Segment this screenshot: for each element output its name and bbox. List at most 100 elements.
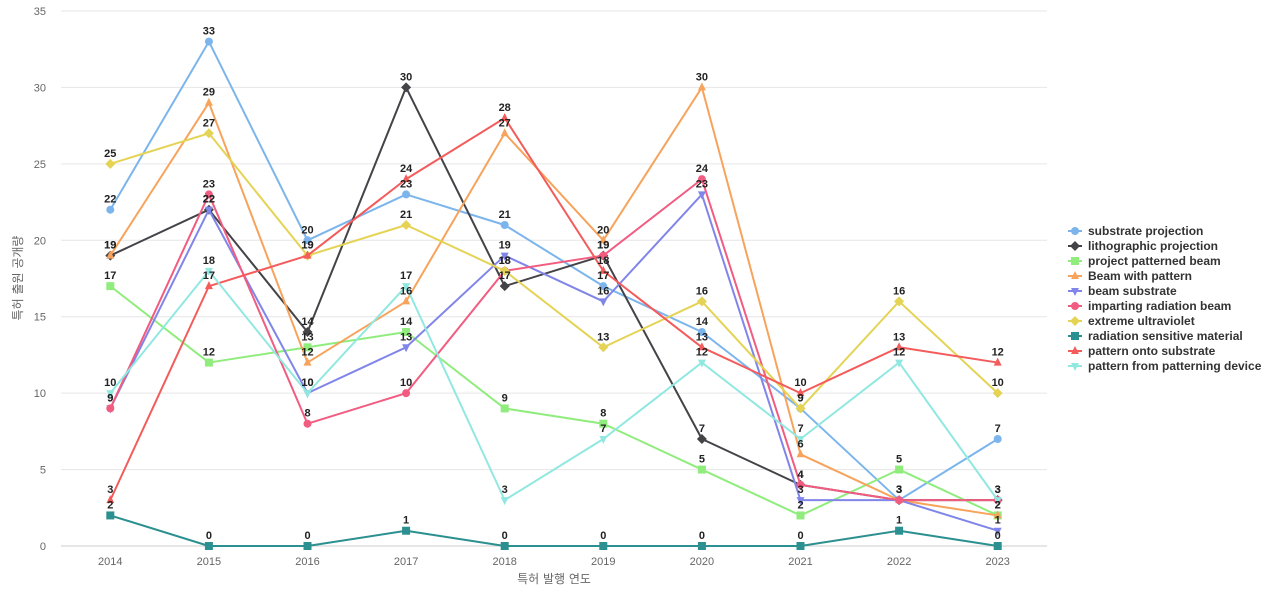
data-point[interactable]: [697, 542, 706, 550]
data-point[interactable]: [500, 497, 509, 506]
data-point[interactable]: [500, 542, 509, 550]
legend-item[interactable]: extreme ultraviolet: [1068, 314, 1195, 328]
data-point[interactable]: [796, 542, 805, 550]
data-point[interactable]: [796, 449, 805, 458]
data-point[interactable]: [993, 542, 1002, 550]
legend-marker[interactable]: [1071, 227, 1079, 235]
legend-marker[interactable]: [1071, 363, 1079, 371]
data-point[interactable]: [697, 82, 706, 91]
legend-marker[interactable]: [1070, 316, 1080, 326]
legend-marker[interactable]: [1070, 241, 1080, 251]
data-point[interactable]: [599, 436, 608, 444]
data-point[interactable]: [697, 342, 706, 351]
data-point[interactable]: [993, 435, 1002, 443]
data-point[interactable]: [303, 343, 312, 352]
data-point[interactable]: [599, 235, 608, 244]
data-point[interactable]: [204, 281, 213, 290]
data-point[interactable]: [599, 542, 608, 550]
data-point[interactable]: [204, 267, 213, 276]
data-point[interactable]: [105, 158, 116, 169]
data-point[interactable]: [499, 281, 510, 292]
data-point[interactable]: [204, 542, 213, 550]
legend-marker[interactable]: [1071, 271, 1079, 279]
data-point[interactable]: [402, 296, 411, 305]
data-point[interactable]: [599, 265, 608, 274]
data-point[interactable]: [401, 82, 412, 93]
data-point[interactable]: [106, 495, 115, 504]
data-point[interactable]: [599, 282, 608, 291]
data-point[interactable]: [204, 97, 213, 106]
data-point[interactable]: [302, 327, 313, 337]
data-point[interactable]: [895, 526, 904, 535]
legend-item[interactable]: Beam with pattern: [1068, 269, 1192, 283]
data-point[interactable]: [303, 390, 312, 399]
data-point[interactable]: [106, 404, 115, 413]
data-point[interactable]: [599, 251, 608, 260]
data-point[interactable]: [599, 419, 608, 428]
legend-item[interactable]: project patterned beam: [1068, 254, 1221, 268]
data-point[interactable]: [303, 236, 312, 245]
data-point[interactable]: [992, 388, 1003, 399]
data-point[interactable]: [303, 419, 312, 428]
data-point[interactable]: [500, 128, 509, 137]
data-point[interactable]: [796, 480, 805, 489]
data-point[interactable]: [697, 191, 706, 200]
legend-marker[interactable]: [1071, 257, 1079, 265]
data-point[interactable]: [204, 190, 213, 199]
data-point[interactable]: [500, 252, 509, 261]
data-point[interactable]: [993, 510, 1002, 519]
data-point[interactable]: [402, 174, 411, 183]
data-point[interactable]: [895, 496, 904, 505]
data-point[interactable]: [303, 357, 312, 366]
data-point[interactable]: [993, 497, 1002, 506]
data-point[interactable]: [402, 328, 411, 336]
data-point[interactable]: [402, 389, 411, 398]
data-point[interactable]: [993, 357, 1002, 366]
data-point[interactable]: [697, 175, 706, 184]
data-point[interactable]: [204, 37, 213, 46]
data-point[interactable]: [402, 526, 411, 535]
data-point[interactable]: [795, 403, 806, 414]
data-point[interactable]: [106, 205, 115, 214]
data-point[interactable]: [402, 283, 411, 292]
data-point[interactable]: [697, 359, 706, 368]
data-point[interactable]: [796, 497, 805, 506]
data-point[interactable]: [895, 342, 904, 351]
legend-item[interactable]: substrate projection: [1068, 224, 1203, 238]
data-point[interactable]: [106, 250, 115, 259]
data-point[interactable]: [500, 221, 509, 229]
data-point[interactable]: [796, 511, 805, 520]
data-point[interactable]: [599, 298, 608, 307]
data-point[interactable]: [697, 328, 706, 336]
data-point[interactable]: [796, 388, 805, 397]
data-point[interactable]: [500, 113, 509, 121]
legend-item[interactable]: imparting radiation beam: [1068, 299, 1231, 313]
data-point[interactable]: [402, 344, 411, 353]
legend-item[interactable]: pattern onto substrate: [1068, 344, 1216, 358]
data-point[interactable]: [796, 436, 805, 444]
data-point[interactable]: [303, 250, 312, 259]
legend-marker[interactable]: [1071, 302, 1079, 310]
legend-marker[interactable]: [1071, 346, 1079, 354]
legend-item[interactable]: radiation sensitive material: [1068, 329, 1243, 343]
data-point[interactable]: [993, 527, 1002, 536]
legend-marker[interactable]: [1071, 332, 1079, 340]
data-point[interactable]: [203, 128, 214, 139]
data-point[interactable]: [106, 390, 115, 399]
data-point[interactable]: [895, 359, 904, 368]
data-point[interactable]: [500, 404, 509, 413]
data-point[interactable]: [402, 190, 411, 199]
data-point[interactable]: [204, 206, 213, 215]
legend-item[interactable]: pattern from patterning device: [1068, 359, 1262, 373]
data-point[interactable]: [895, 465, 904, 474]
legend-marker[interactable]: [1071, 288, 1079, 296]
data-point[interactable]: [401, 220, 412, 230]
data-point[interactable]: [106, 282, 115, 291]
legend-item[interactable]: beam substrate: [1068, 284, 1177, 298]
data-point[interactable]: [303, 542, 312, 550]
data-point[interactable]: [499, 265, 510, 276]
data-point[interactable]: [598, 342, 609, 353]
data-point[interactable]: [204, 358, 213, 367]
data-point[interactable]: [894, 296, 905, 307]
legend-item[interactable]: lithographic projection: [1068, 239, 1218, 253]
